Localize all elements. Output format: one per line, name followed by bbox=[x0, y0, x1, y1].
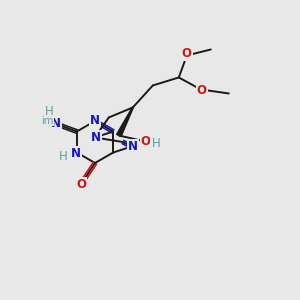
Text: O: O bbox=[141, 135, 151, 148]
Text: N: N bbox=[51, 117, 61, 130]
Text: O: O bbox=[76, 178, 86, 190]
Text: O: O bbox=[197, 84, 207, 97]
Text: O: O bbox=[182, 47, 192, 60]
Text: N: N bbox=[71, 147, 81, 160]
Text: N: N bbox=[128, 140, 138, 153]
Polygon shape bbox=[117, 107, 133, 136]
Text: N: N bbox=[91, 131, 101, 144]
Text: im: im bbox=[41, 116, 53, 125]
Text: H: H bbox=[58, 150, 67, 163]
Text: H: H bbox=[152, 137, 160, 150]
Text: H: H bbox=[44, 105, 53, 118]
Text: N: N bbox=[90, 113, 100, 127]
